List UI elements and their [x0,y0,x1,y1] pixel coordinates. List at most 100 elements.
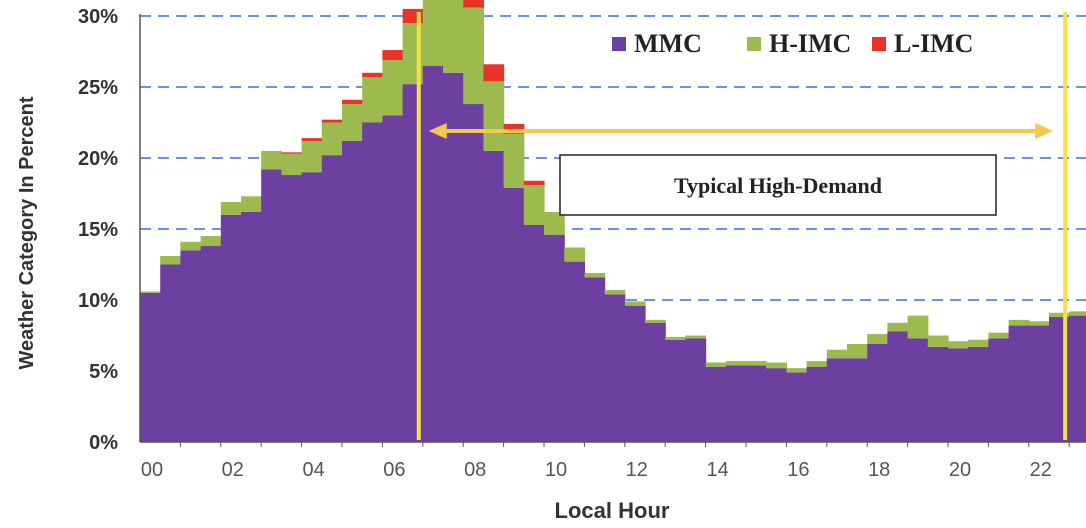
bar-l-imc [483,64,505,82]
bar-mmc [624,305,646,442]
bar-mmc [443,72,464,443]
x-axis-label: Local Hour [555,498,670,523]
bar-h-imc [806,361,828,367]
bar-mmc [887,331,909,442]
bar-h-imc [665,336,686,340]
bar-h-imc [786,368,808,373]
bar-h-imc [1049,312,1070,318]
x-tick-label: 14 [706,459,728,481]
bar-mmc [564,261,585,442]
x-tick-label: 16 [787,459,809,481]
bar-mmc [463,104,484,442]
x-tick-label: 18 [868,459,890,481]
high-demand-annotation: Typical High-Demand [559,154,997,216]
bar-mmc [342,140,363,442]
bar-h-imc [321,122,343,156]
bar-l-imc [503,123,525,134]
bar-mmc [584,277,606,442]
x-tick-label: 04 [302,459,324,481]
bar-mmc [483,150,505,442]
legend-swatch-l-imc [872,37,886,51]
x-tick-label: 22 [1030,459,1052,481]
x-tick-label: 12 [626,459,648,481]
bar-mmc [705,366,727,442]
bar-h-imc [523,184,545,225]
bar-h-imc [746,361,767,366]
bar-mmc [988,338,1010,442]
bar-mmc [261,169,282,443]
bar-mmc [948,348,969,442]
bar-h-imc [544,211,565,235]
bar-h-imc [261,150,282,170]
legend-swatch-h-imc [747,37,761,51]
bar-l-imc [321,119,343,123]
y-axis-label: Weather Category In Percent [16,96,38,369]
bar-mmc [968,346,989,442]
bar-h-imc [988,332,1010,339]
bar-h-imc [180,241,202,251]
bar-h-imc [220,202,242,215]
bar-mmc [523,224,545,442]
bar-h-imc [483,81,505,151]
bar-mmc [806,366,828,442]
bar-h-imc [907,315,929,339]
bar-h-imc [725,361,747,366]
bar-l-imc [342,99,363,105]
x-tick-label: 08 [464,459,486,481]
bar-h-imc [281,153,303,176]
bar-mmc [281,175,303,443]
bar-h-imc [241,196,262,212]
annotation-box [559,154,997,216]
bar-h-imc [766,362,787,369]
bar-mmc [544,234,565,442]
bar-h-imc [463,7,484,105]
bar-l-imc [463,0,484,8]
bar-mmc [786,372,808,442]
bars-layer [140,0,1086,443]
bar-mmc [665,339,686,442]
bar-mmc [362,122,383,442]
bar-h-imc [705,362,727,367]
x-tick-label: 02 [222,459,244,481]
y-tick-label: 25% [78,77,118,99]
bar-l-imc [301,138,323,141]
legend: MMC H-IMC L-IMC [612,29,973,58]
bar-mmc [382,115,404,443]
y-tick-label: 20% [78,148,118,170]
bar-h-imc [160,255,181,265]
bar-h-imc [1028,321,1050,326]
x-tick-label: 10 [545,459,567,481]
y-tick-label: 15% [78,219,118,241]
bar-h-imc [826,349,848,359]
y-tick-label: 30% [78,6,118,28]
bar-h-imc [624,301,646,306]
bar-mmc [1028,325,1050,442]
bar-mmc [241,211,262,442]
bar-h-imc [1069,311,1086,316]
bar-h-imc [584,273,606,278]
bar-mmc [180,250,202,442]
bar-mmc [645,322,666,442]
bar-h-imc [301,140,323,173]
bar-h-imc [382,60,404,116]
bar-mmc [826,358,848,442]
x-tick-label: 06 [383,459,405,481]
bar-mmc [604,294,626,442]
bar-mmc [867,344,888,442]
demand-arrow-head-left [428,123,447,139]
bar-mmc [160,264,181,442]
bar-mmc [746,365,767,442]
y-tick-label: 5% [89,361,118,383]
legend-swatch-mmc [612,37,626,51]
x-tick-labels: 00 02 04 06 08 10 12 14 16 18 20 22 [141,442,1070,481]
legend-label-mmc: MMC [634,29,702,58]
axes [139,14,1086,443]
x-tick-label: 20 [949,459,971,481]
demand-arrow-head-right [1035,123,1054,139]
bar-h-imc [362,77,383,123]
bar-mmc [685,338,707,442]
legend-label-l-imc: L-IMC [894,29,973,58]
high-demand-markers [416,12,1068,440]
bar-h-imc [422,0,444,66]
